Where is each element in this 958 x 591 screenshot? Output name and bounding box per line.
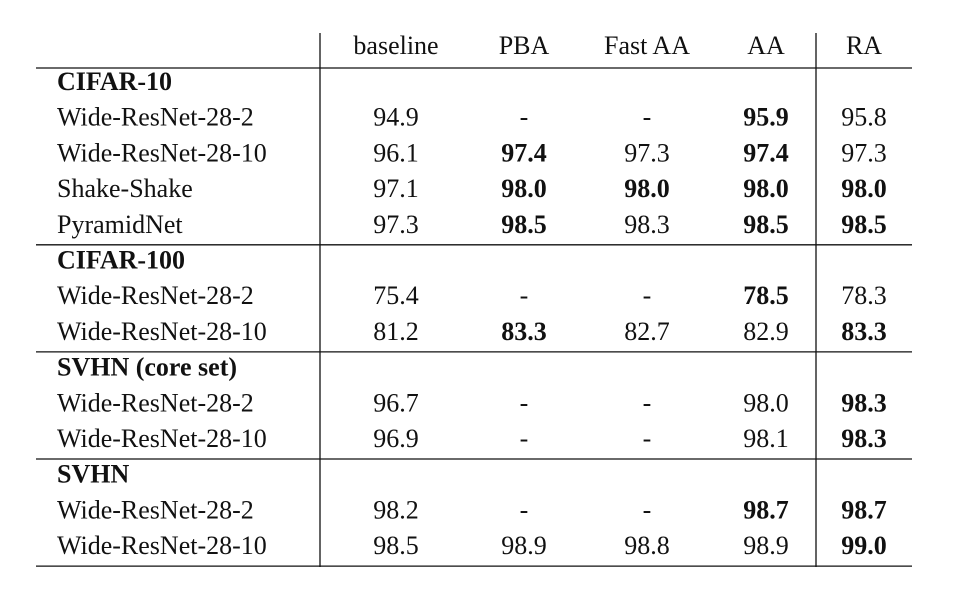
cell: 98.9: [501, 531, 547, 560]
cell: 98.8: [624, 531, 670, 560]
model-name: PyramidNet: [57, 210, 183, 239]
model-name: Wide-ResNet-28-2: [57, 388, 254, 417]
model-name: Wide-ResNet-28-10: [57, 424, 267, 453]
cell: 78.5: [743, 281, 789, 310]
cell: 83.3: [501, 317, 547, 346]
cell: -: [520, 495, 529, 524]
cell: 98.5: [743, 210, 789, 239]
column-header: baseline: [353, 31, 438, 60]
cell: 98.5: [501, 210, 547, 239]
cell: 98.1: [743, 424, 789, 453]
cell: 98.3: [841, 424, 887, 453]
cell: 98.0: [624, 174, 670, 203]
section-title: CIFAR-10: [57, 67, 172, 96]
cell: 96.7: [373, 388, 419, 417]
cell: 98.2: [373, 495, 419, 524]
section-title: CIFAR-100: [57, 245, 185, 274]
cell: 98.0: [841, 174, 887, 203]
cell: -: [643, 281, 652, 310]
cell: 98.3: [624, 210, 670, 239]
model-name: Wide-ResNet-28-10: [57, 138, 267, 167]
cell: 95.9: [743, 103, 789, 132]
cell: 97.4: [743, 138, 789, 167]
cell: -: [520, 103, 529, 132]
cell: 97.4: [501, 138, 547, 167]
cell: 97.3: [841, 138, 887, 167]
cell: -: [643, 103, 652, 132]
cell: -: [643, 388, 652, 417]
cell: 82.9: [743, 317, 789, 346]
model-name: Wide-ResNet-28-2: [57, 281, 254, 310]
cell: 75.4: [373, 281, 419, 310]
model-name: Wide-ResNet-28-2: [57, 495, 254, 524]
cell: 78.3: [841, 281, 887, 310]
column-header: Fast AA: [604, 31, 690, 60]
model-name: Shake-Shake: [57, 174, 193, 203]
cell: -: [520, 424, 529, 453]
cell: 99.0: [841, 531, 887, 560]
cell: 97.3: [624, 138, 670, 167]
section-title: SVHN (core set): [57, 353, 237, 382]
cell: -: [643, 495, 652, 524]
cell: 98.5: [841, 210, 887, 239]
cell: 81.2: [373, 317, 419, 346]
cell: 98.0: [743, 174, 789, 203]
cell: -: [520, 281, 529, 310]
cell: 98.9: [743, 531, 789, 560]
column-header: AA: [747, 31, 785, 60]
cell: 83.3: [841, 317, 887, 346]
column-header: RA: [846, 31, 882, 60]
section-title: SVHN: [57, 460, 129, 489]
cell: 98.7: [743, 495, 789, 524]
cell: 98.5: [373, 531, 419, 560]
cell: 97.3: [373, 210, 419, 239]
model-name: Wide-ResNet-28-2: [57, 103, 254, 132]
cell: 98.3: [841, 388, 887, 417]
cell: 96.1: [373, 138, 419, 167]
column-header: PBA: [499, 31, 550, 60]
cell: 94.9: [373, 103, 419, 132]
model-name: Wide-ResNet-28-10: [57, 317, 267, 346]
cell: 97.1: [373, 174, 419, 203]
model-name: Wide-ResNet-28-10: [57, 531, 267, 560]
cell: 95.8: [841, 103, 887, 132]
cell: 96.9: [373, 424, 419, 453]
cell: 98.0: [501, 174, 547, 203]
cell: 82.7: [624, 317, 670, 346]
cell: -: [520, 388, 529, 417]
cell: 98.7: [841, 495, 887, 524]
cell: -: [643, 424, 652, 453]
cell: 98.0: [743, 388, 789, 417]
